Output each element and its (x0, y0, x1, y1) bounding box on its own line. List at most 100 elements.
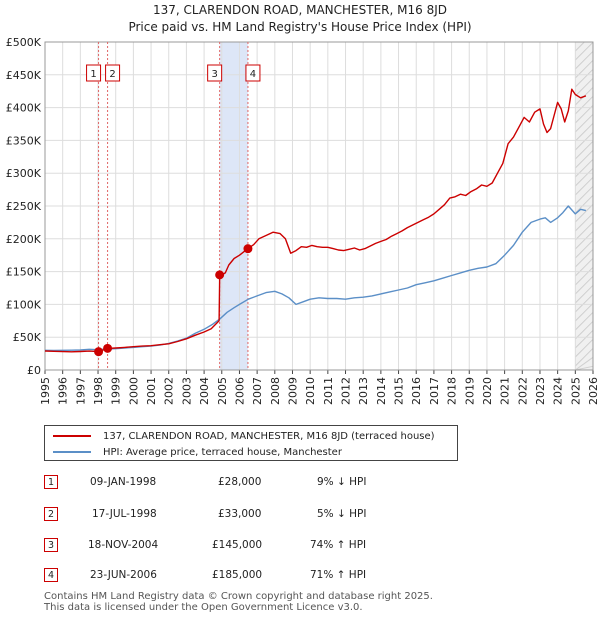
hatch-line (574, 212, 594, 232)
x-tick-label: 2005 (216, 377, 229, 405)
transaction-price: £185,000 (212, 569, 263, 581)
hatch-line (574, 104, 594, 124)
x-tick-label: 2011 (322, 377, 335, 405)
hatch-line (574, 185, 594, 205)
hatch-line (574, 320, 594, 340)
hatch-line (574, 275, 594, 295)
y-tick-label: £200K (6, 233, 42, 246)
hatch-line (574, 257, 594, 277)
transaction-badge-label: 1 (90, 69, 96, 80)
property-series-line (44, 88, 587, 353)
transaction-date: 09-JAN-1998 (90, 476, 157, 488)
hatch-line (574, 122, 594, 142)
transaction-hpi: 71% ↑ HPI (310, 569, 367, 581)
legend-item-hpi: HPI: Average price, terraced house, Manc… (53, 445, 342, 459)
hatch-line (574, 77, 594, 97)
hatch-line (574, 131, 594, 151)
hatch-line (574, 176, 594, 196)
hatch-line (574, 194, 594, 214)
x-tick-label: 2007 (251, 377, 264, 405)
transaction-badge: 4 (44, 568, 58, 582)
hatch-line (574, 311, 594, 331)
transaction-row: 1 09-JAN-1998 £28,000 9% ↓ HPI (44, 475, 464, 491)
x-tick-label: 2013 (357, 377, 370, 405)
x-tick-label: 2024 (552, 377, 565, 405)
x-tick-label: 2004 (198, 377, 211, 405)
hatch-line (575, 365, 594, 371)
y-tick-label: £150K (6, 266, 42, 279)
transaction-hpi: 74% ↑ HPI (310, 539, 367, 551)
x-tick-label: 2010 (304, 377, 317, 405)
transaction-badge-chart (86, 64, 102, 82)
hatch-line (574, 329, 594, 349)
transaction-badge-chart (105, 64, 121, 82)
hatch-line (574, 140, 594, 160)
price-chart: £0 £50K £100K £150K £200K £250K £300K £350K £400… (6, 36, 600, 405)
x-tick-label: 2022 (516, 377, 529, 405)
transaction-row: 3 18-NOV-2004 £145,000 74% ↑ HPI (44, 538, 464, 554)
legend-swatch-red (53, 435, 91, 437)
transaction-price: £28,000 (218, 476, 262, 488)
hatch-line (574, 95, 594, 115)
legend-item-property: 137, CLARENDON ROAD, MANCHESTER, M16 8JD… (53, 429, 435, 443)
y-tick-label: £0 (27, 364, 41, 377)
x-tick-label: 2025 (569, 377, 582, 405)
hatch-line (574, 239, 594, 259)
y-tick-label: £100K (6, 298, 42, 311)
hatch-line (574, 230, 594, 250)
transaction-date: 17-JUL-1998 (92, 508, 157, 520)
hatch-line (574, 266, 594, 286)
plot-border (44, 41, 594, 371)
transaction-badge: 1 (44, 475, 58, 489)
hatch-line (574, 167, 594, 187)
transaction-point (243, 244, 253, 254)
transaction-point (103, 343, 113, 353)
x-tick-label: 2009 (286, 377, 299, 405)
transaction-date: 23-JUN-2006 (90, 569, 157, 581)
transaction-badge-label: 2 (109, 69, 115, 80)
y-tick-label: £500K (6, 36, 42, 49)
y-tick-label: £450K (6, 69, 42, 82)
x-tick-label: 2026 (587, 377, 600, 405)
transaction-badge: 2 (44, 507, 58, 521)
hatch-line (574, 248, 594, 268)
hatch-line (574, 41, 594, 61)
hatch-line (575, 356, 594, 371)
footer-license: This data is licensed under the Open Gov… (44, 602, 363, 613)
hatch-line (574, 50, 594, 70)
hatch-line (574, 221, 594, 241)
hatch-line (574, 338, 594, 358)
y-tick-label: £50K (13, 331, 42, 344)
x-tick-label: 2003 (180, 377, 193, 405)
x-tick-label: 1997 (74, 377, 87, 405)
x-tick-label: 2017 (428, 377, 441, 405)
x-tick-label: 1999 (110, 377, 123, 405)
x-tick-label: 2000 (127, 377, 140, 405)
hatch-line (574, 158, 594, 178)
transaction-row: 2 17-JUL-1998 £33,000 5% ↓ HPI (44, 507, 464, 523)
transaction-point (94, 347, 104, 357)
x-tick-label: 2020 (481, 377, 494, 405)
x-tick-label: 2015 (393, 377, 406, 405)
hatch-line (574, 302, 594, 322)
y-tick-label: £250K (6, 200, 42, 213)
transaction-badge-label: 4 (250, 69, 256, 80)
legend-label-property: 137, CLARENDON ROAD, MANCHESTER, M16 8JD… (103, 430, 435, 442)
chart-subtitle: Price paid vs. HM Land Registry's House … (128, 20, 472, 34)
hatch-line (574, 68, 594, 88)
transaction-price: £33,000 (218, 508, 262, 520)
chart-title: 137, CLARENDON ROAD, MANCHESTER, M16 8JD (153, 3, 447, 17)
x-tick-label: 1995 (39, 377, 52, 405)
x-tick-label: 2021 (499, 377, 512, 405)
transaction-hpi: 5% ↓ HPI (317, 508, 367, 520)
x-tick-label: 2012 (340, 377, 353, 405)
y-tick-label: £300K (6, 167, 42, 180)
x-tick-label: 2016 (410, 377, 423, 405)
legend-swatch-blue (53, 451, 91, 453)
x-tick-label: 2001 (145, 377, 158, 405)
hatch-line (574, 293, 594, 313)
transaction-point (215, 270, 225, 280)
x-tick-label: 2019 (463, 377, 476, 405)
transaction-badge: 3 (44, 538, 58, 552)
transaction-badge-chart (207, 64, 223, 82)
